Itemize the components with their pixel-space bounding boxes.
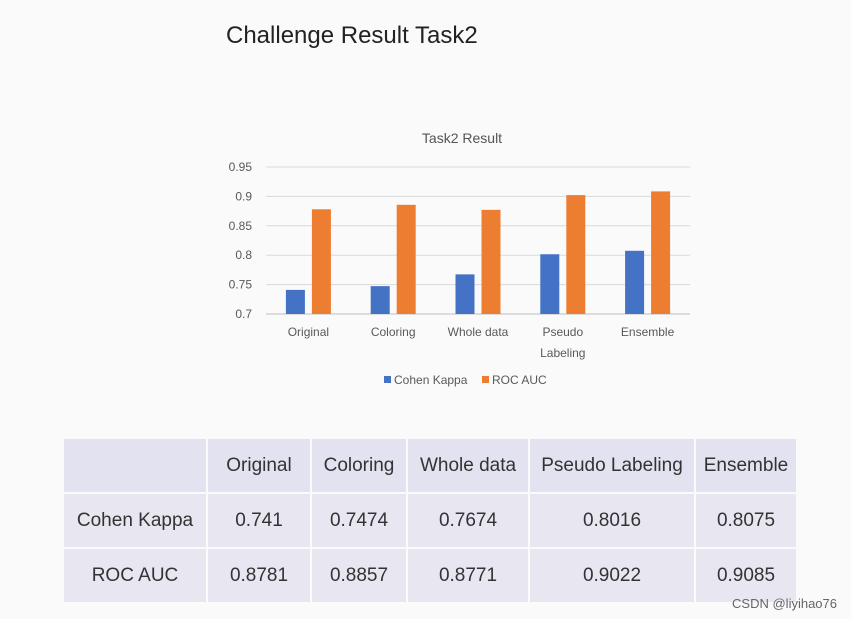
table-cell: 0.8075 [696,494,796,547]
bar-cohen-kappa [540,254,560,314]
table-cell: 0.741 [208,494,310,547]
table-header-cell: Whole data [408,439,528,492]
table-cell: 0.9085 [696,549,796,602]
table-cell: 0.8781 [208,549,310,602]
bar-cohen-kappa [370,286,390,314]
y-tick-label: 0.8 [235,248,252,262]
table-row: ROC AUC 0.8781 0.8857 0.8771 0.9022 0.90… [64,549,796,602]
x-tick-label: Original [288,325,329,339]
table-cell: 0.8016 [530,494,694,547]
bar-roc-auc [396,204,416,314]
table-header-cell: Ensemble [696,439,796,492]
x-tick-label: Pseudo Labeling [540,325,585,360]
legend-swatch [482,376,489,383]
chart-legend: Cohen Kappa ROC AUC [384,373,547,387]
x-tick-label: Coloring [371,325,416,339]
table-cell: 0.7674 [408,494,528,547]
bar-roc-auc [566,195,586,314]
table-header-cell: Original [208,439,310,492]
x-tick-label: Whole data [448,325,509,339]
y-tick-label: 0.9 [235,189,252,203]
results-table: Original Coloring Whole data Pseudo Labe… [62,437,798,604]
x-axis: Original Coloring Whole data Pseudo Labeling… [288,325,675,360]
table-header-cell: Pseudo Labeling [530,439,694,492]
legend-label: Cohen Kappa [394,373,468,387]
table-header-cell: Coloring [312,439,406,492]
watermark: CSDN @liyihao76 [732,596,837,611]
table-header-row: Original Coloring Whole data Pseudo Labe… [64,439,796,492]
table-row: Cohen Kappa 0.741 0.7474 0.7674 0.8016 0… [64,494,796,547]
legend-label: ROC AUC [492,373,547,387]
bar-chart: Task2 Result 0.7 0.75 0.8 0.85 0.9 0.95 Origi… [229,130,690,387]
chart-title: Task2 Result [422,130,502,146]
bar-roc-auc [481,209,501,314]
y-tick-label: 0.85 [229,219,253,233]
bar-cohen-kappa [625,250,645,314]
bar-cohen-kappa [285,289,305,314]
table-row-label: ROC AUC [64,549,206,602]
table-row-label: Cohen Kappa [64,494,206,547]
table-cell: 0.7474 [312,494,406,547]
x-tick-label: Ensemble [621,325,675,339]
bar-roc-auc [651,191,671,314]
y-tick-label: 0.75 [229,278,253,292]
table-cell: 0.8771 [408,549,528,602]
y-axis: 0.7 0.75 0.8 0.85 0.9 0.95 [229,160,253,321]
bar-roc-auc [311,209,331,314]
table-cell: 0.8857 [312,549,406,602]
y-tick-label: 0.95 [229,160,253,174]
chart-bars [285,191,671,314]
bar-cohen-kappa [455,274,475,314]
y-tick-label: 0.7 [235,307,252,321]
slide-title: Challenge Result Task2 [226,22,478,49]
chart-grid [266,166,690,315]
table-header-cell [64,439,206,492]
table-cell: 0.9022 [530,549,694,602]
legend-swatch [384,376,391,383]
